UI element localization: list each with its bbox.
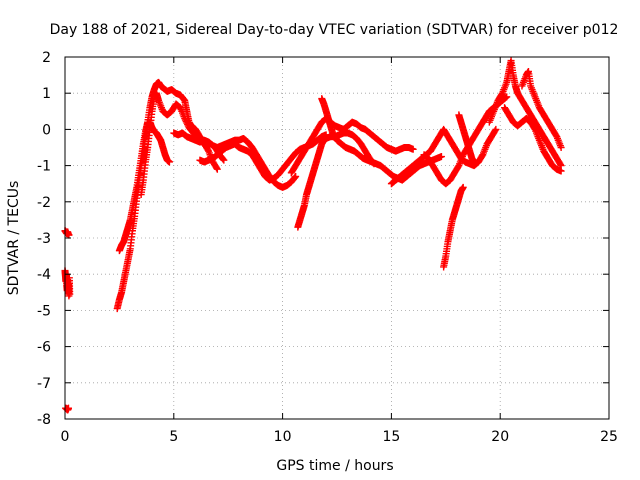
data-point [66, 290, 74, 298]
y-tick-label: -6 [37, 340, 51, 356]
y-tick-label: -2 [37, 195, 51, 211]
data-point [213, 164, 221, 172]
axis-ticks [64, 56, 610, 420]
data-point [503, 93, 511, 101]
series-arc-13 [485, 57, 565, 170]
data-point [219, 155, 227, 163]
axis-tick-labels: 0 5 10 15 20 25 -8 -7 -6 -5 -4 -3 -2 -1 0 1 2 [37, 50, 618, 445]
y-tick-label: -7 [37, 376, 51, 392]
series-arc-9 [387, 125, 500, 188]
x-tick-label: 0 [61, 429, 70, 445]
data-point [165, 158, 173, 166]
data-point [557, 167, 565, 175]
data-point [437, 153, 445, 161]
data-point [409, 145, 417, 153]
series-arc-11 [440, 183, 467, 271]
y-tick-label: -5 [37, 303, 51, 319]
chart-title: Day 188 of 2021, Sidereal Day-to-day VTE… [50, 22, 619, 38]
data-point [213, 165, 221, 173]
series-arc-14 [518, 67, 565, 151]
series-arc-7 [287, 115, 417, 177]
data-point [291, 173, 299, 181]
x-tick-label: 25 [600, 429, 618, 445]
data-point [220, 156, 228, 164]
x-tick-label: 15 [382, 429, 400, 445]
data-point [459, 183, 467, 191]
data-point [556, 160, 564, 168]
x-axis-label: GPS time / hours [276, 458, 393, 474]
y-tick-label: 2 [42, 50, 51, 66]
y-axis-label: SDTVAR / TECUs [6, 181, 22, 296]
data-point [470, 158, 478, 166]
x-tick-label: 10 [274, 429, 292, 445]
data-point [64, 404, 72, 412]
series-arc-5 [196, 131, 330, 184]
series-arc-2 [115, 118, 173, 255]
data-point [557, 144, 565, 151]
y-tick-label: 1 [42, 86, 51, 102]
y-tick-label: -1 [37, 159, 51, 175]
data-point [292, 172, 300, 180]
data-point [492, 125, 500, 133]
x-tick-label: 5 [169, 429, 178, 445]
series-arc-15 [501, 104, 565, 175]
x-tick-label: 20 [491, 429, 509, 445]
data-point [491, 127, 499, 135]
data-point [65, 231, 73, 239]
y-tick-label: -4 [37, 267, 51, 283]
series-arc-12 [455, 111, 478, 166]
y-tick-label: 0 [42, 122, 51, 138]
y-tick-label: -3 [37, 231, 51, 247]
y-tick-label: -8 [37, 412, 51, 428]
